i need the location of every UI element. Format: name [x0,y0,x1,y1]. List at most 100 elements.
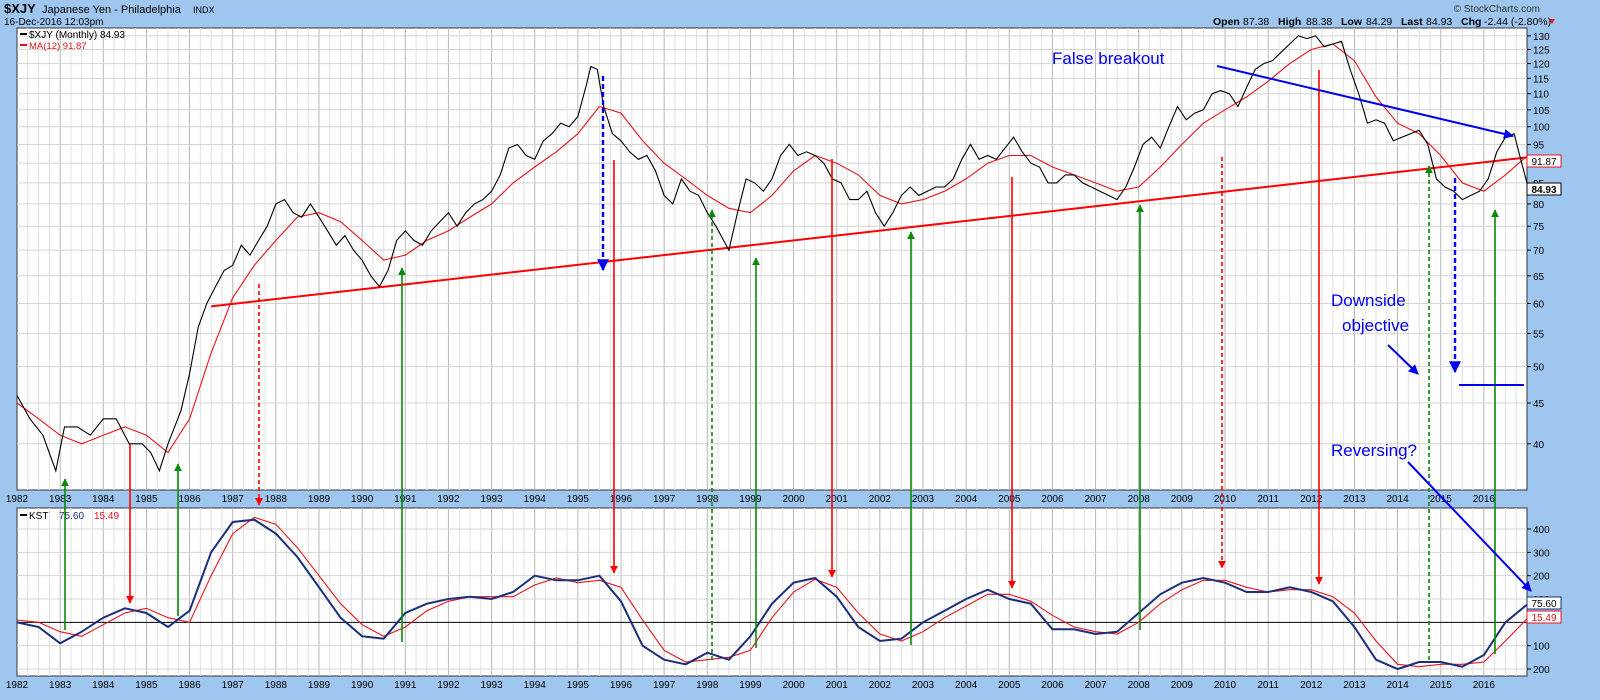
year-tick-label: 2015 [1430,494,1453,505]
year-tick-label: 1993 [480,494,503,505]
price-y-tick-label: 65 [1533,272,1545,283]
kst-year-tick-label: 2010 [1214,680,1237,691]
year-tick-label: 2013 [1343,494,1366,505]
kst-year-tick-label: 1982 [6,680,29,691]
ma-legend-label: MA(12) 91.87 [29,41,87,52]
price-y-tick-label: 125 [1533,45,1550,56]
year-tick-label: 1982 [6,494,29,505]
kst-year-tick-label: 2011 [1257,680,1279,691]
kst-tag: 75.60 [1531,599,1556,610]
low-value: 84.29 [1366,16,1392,28]
kst-y-tick-label: 200 [1533,665,1550,676]
kst-year-tick-label: 2003 [912,680,935,691]
kst-year-tick-label: 1998 [696,680,719,691]
downside-arrow [1387,344,1419,375]
year-tick-label: 2006 [1041,494,1064,505]
kst-legend-signal: 15.49 [94,511,119,522]
year-tick-label: 1992 [437,494,460,505]
kst-year-tick-label: 2001 [826,680,849,691]
kst-y-tick-label: 400 [1533,525,1550,536]
kst-legend-value: 75.60 [59,511,84,522]
kst-year-tick-label: 2008 [1128,680,1151,691]
year-tick-label: 1990 [351,494,374,505]
price-y-axis: 4045505560657075808590951001051101151201… [1527,32,1550,451]
year-tick-label: 1997 [653,494,676,505]
year-tick-label: 2003 [912,494,935,505]
false-breakout-arrow [1216,65,1514,139]
downside-label-1: Downside [1331,291,1406,310]
reversing-arrow [1407,461,1532,592]
reversing-label: Reversing? [1331,441,1417,460]
annotation-arrows [61,65,1532,660]
year-tick-label: 1996 [610,494,633,505]
last-value: 84.93 [1426,16,1452,28]
kst-year-tick-label: 1985 [135,680,158,691]
kst-year-tick-label: 1984 [92,680,115,691]
price-y-tick-label: 105 [1533,106,1550,117]
kst-year-tick-label: 1992 [437,680,460,691]
kst-year-tick-label: 2013 [1343,680,1366,691]
price-y-tick-label: 70 [1533,246,1545,257]
kst-year-tick-label: 2016 [1473,680,1496,691]
year-tick-label: 1984 [92,494,115,505]
kst-year-tick-label: 1999 [739,680,762,691]
price-y-tick-label: 60 [1533,299,1545,310]
price-y-tick-label: 55 [1533,330,1545,341]
last-label: Last [1401,16,1423,28]
year-tick-label: 1998 [696,494,719,505]
year-tick-label: 1985 [135,494,158,505]
price-y-tick-label: 50 [1533,363,1545,374]
kst-year-tick-label: 1989 [308,680,331,691]
kst-year-tick-label: 1997 [653,680,676,691]
price-legend-label: $XJY (Monthly) 84.93 [29,30,125,41]
exchange-label: INDX [193,5,215,15]
year-tick-label: 1987 [222,494,245,505]
kst-year-tick-label: 2000 [782,680,805,691]
year-tick-label: 1986 [178,494,201,505]
year-tick-label: 1994 [524,494,547,505]
kst-year-tick-label: 2007 [1084,680,1107,691]
kst-year-tick-label: 2002 [869,680,892,691]
price-grid [17,28,1527,490]
price-y-tick-label: 110 [1533,90,1549,101]
kst-year-tick-label: 1996 [610,680,633,691]
kst-y-tick-label: 200 [1533,572,1550,583]
x-axis-years: 1982 1982 1983 1983 1984 1984 1985 1985 1986 1986… [6,494,1496,691]
kst-y-tick-label: 300 [1533,548,1550,559]
kst-grid [17,508,1527,676]
kst-year-tick-label: 2012 [1300,680,1323,691]
kst-year-tick-label: 1993 [480,680,503,691]
watermark: © StockCharts.com [1454,4,1540,15]
symbol-label: $XJY [4,1,36,16]
price-y-tick-label: 95 [1533,140,1545,151]
year-tick-label: 2008 [1128,494,1151,505]
price-y-tick-label: 80 [1533,200,1545,211]
kst-year-tick-label: 2015 [1430,680,1453,691]
price-y-tick-label: 115 [1533,74,1549,85]
signal-tag: 15.49 [1531,613,1556,624]
kst-year-tick-label: 1988 [265,680,288,691]
kst-year-tick-label: 2005 [998,680,1021,691]
year-tick-label: 2011 [1257,494,1279,505]
kst-year-tick-label: 1995 [567,680,590,691]
year-tick-label: 1983 [49,494,72,505]
trend-line [211,156,1527,308]
year-tick-label: 2014 [1386,494,1409,505]
chg-value: -2.44 (-2.80%) [1484,16,1551,28]
false-breakout-label: False breakout [1052,49,1165,68]
kst-year-tick-label: 1990 [351,680,374,691]
kst-year-tick-label: 2014 [1386,680,1409,691]
year-tick-label: 2000 [782,494,805,505]
year-tick-label: 2007 [1084,494,1107,505]
year-tick-label: 1991 [394,494,417,505]
price-y-tick-label: 40 [1533,440,1545,451]
price-y-tick-label: 75 [1533,222,1545,233]
annotation-labels: False breakout Downside objective Revers… [1052,49,1417,460]
kst-year-tick-label: 2009 [1171,680,1194,691]
kst-y-tick-label: 100 [1533,642,1550,653]
year-tick-label: 1989 [308,494,331,505]
price-series-line [17,35,1527,473]
year-tick-label: 2010 [1214,494,1237,505]
down-triangle-icon [1549,19,1555,24]
kst-legend: KST 75.60 15.49 [20,511,119,522]
